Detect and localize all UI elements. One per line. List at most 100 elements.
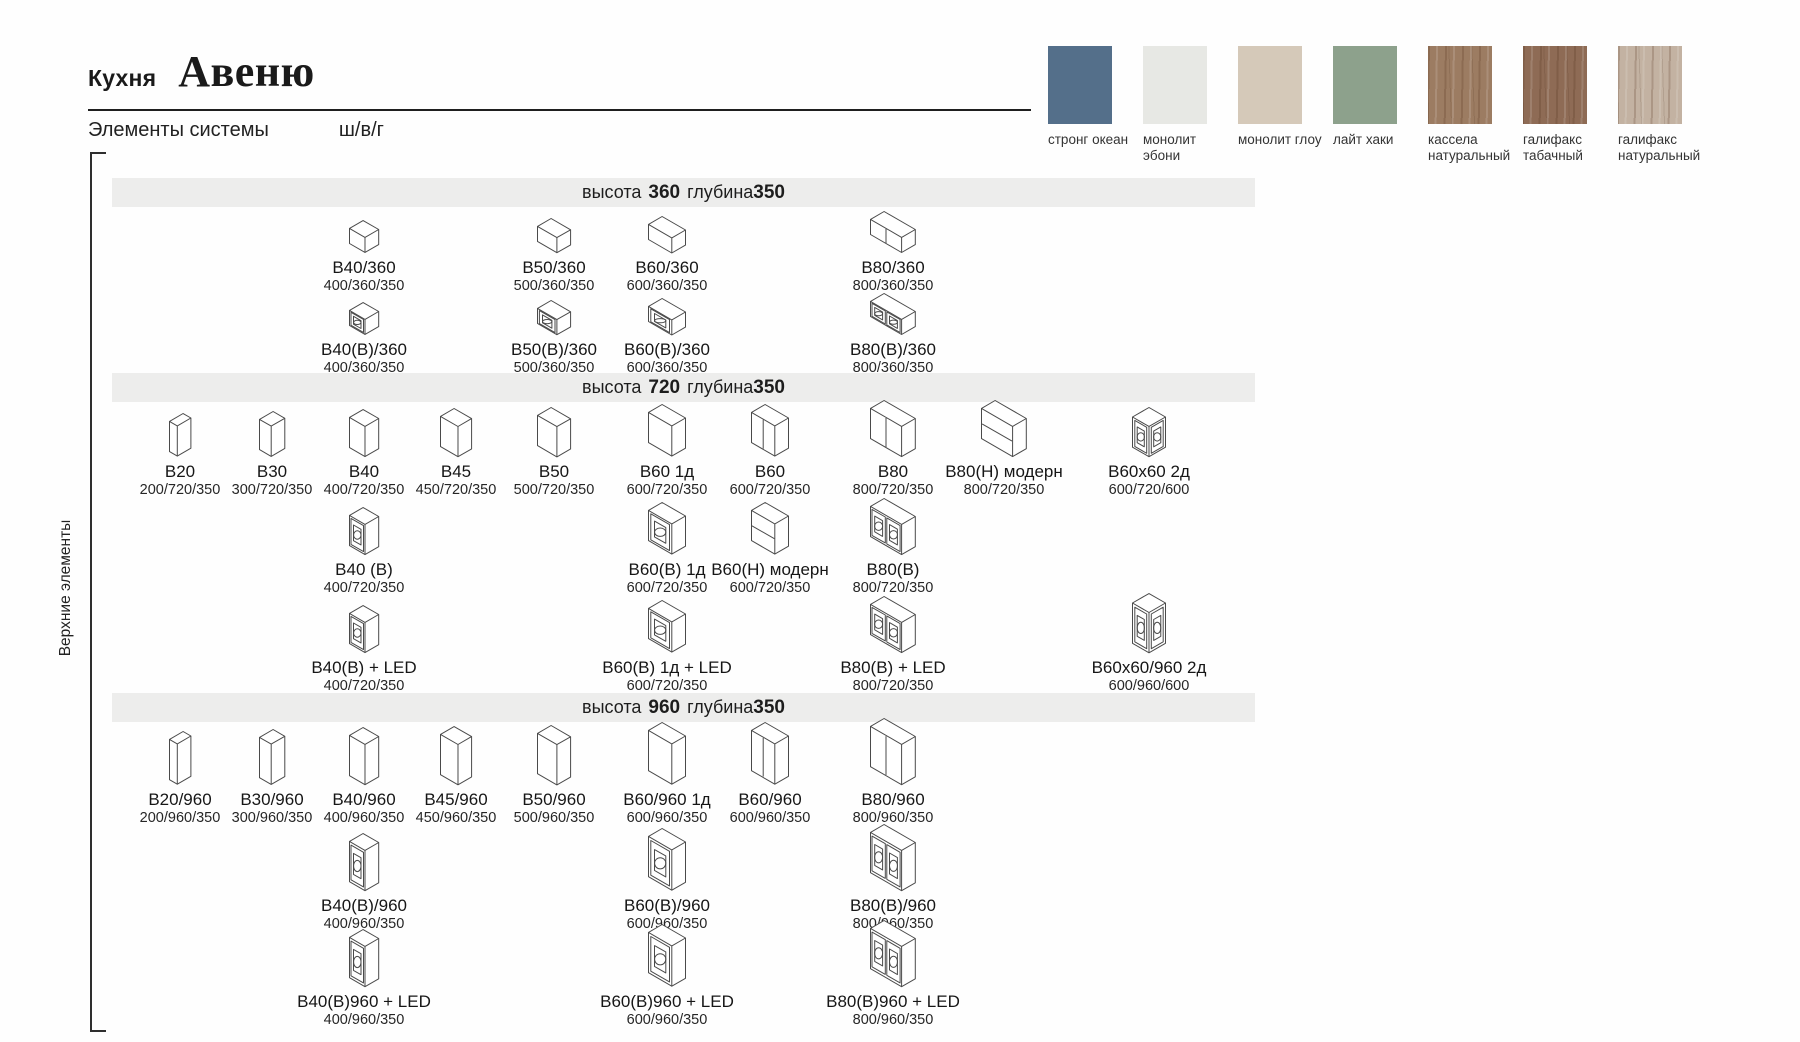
item-label: В80 xyxy=(877,462,909,481)
cabinet-isometric-icon xyxy=(197,402,347,458)
item-label: В40/360 xyxy=(332,258,396,277)
catalog-item: В80(Н) модерн 800/720/350 xyxy=(929,399,1079,499)
cabinet-isometric-icon xyxy=(197,724,347,786)
catalog-item: В50 500/720/350 xyxy=(479,402,629,499)
item-dims: 600/960/350 xyxy=(626,1012,708,1028)
item-label: В45 xyxy=(440,462,472,481)
cabinet-isometric-icon xyxy=(105,402,255,458)
item-dims: 400/720/350 xyxy=(323,482,405,498)
item-label: В80(В) xyxy=(866,560,920,579)
item-dims: 600/360/350 xyxy=(626,360,708,376)
cabinet-isometric-icon xyxy=(1074,402,1224,458)
item-dims: 600/960/350 xyxy=(729,810,811,826)
section-header-text: глубина350 xyxy=(687,696,785,718)
cabinet-isometric-icon xyxy=(818,208,968,254)
side-bracket xyxy=(90,152,106,1032)
catalog-item: В80/960 800/960/350 xyxy=(818,717,968,827)
catalog-item: В50(В)/360 500/360/350 xyxy=(479,290,629,377)
item-dims: 600/960/600 xyxy=(1108,678,1190,694)
item-label: В40(В) + LED xyxy=(311,658,417,677)
item-label: В60 1д xyxy=(639,462,695,481)
catalog-item: В60/360 600/360/350 xyxy=(592,208,742,295)
item-label: В50 xyxy=(538,462,570,481)
item-dims: 400/960/350 xyxy=(323,916,405,932)
cabinet-isometric-icon xyxy=(818,399,968,458)
catalog-item: В60(Н) модерн 600/720/350 xyxy=(695,500,845,597)
section-depth-value: 350 xyxy=(753,376,785,398)
cabinet-isometric-icon xyxy=(818,717,968,786)
item-label: В60(В)/360 xyxy=(624,340,710,359)
item-dims: 300/960/350 xyxy=(231,810,313,826)
cabinet-isometric-icon xyxy=(592,290,742,336)
cabinet-isometric-icon xyxy=(818,595,968,654)
item-dims: 600/720/350 xyxy=(729,482,811,498)
catalog-item: В40/360 400/360/350 xyxy=(289,208,439,295)
cabinet-isometric-icon xyxy=(592,402,742,458)
section-height-value: 720 xyxy=(648,376,681,398)
item-label: В40 xyxy=(348,462,380,481)
finish-swatch-label: монолит эбони xyxy=(1143,132,1197,163)
catalog-item: В80(В) 800/720/350 xyxy=(818,497,968,597)
catalog-item: В80/360 800/360/350 xyxy=(818,208,968,295)
item-dims: 600/360/350 xyxy=(626,278,708,294)
item-label: В60х60/960 2д xyxy=(1091,658,1207,677)
cabinet-isometric-icon xyxy=(381,402,531,458)
finish-swatch-color xyxy=(1238,46,1302,124)
finish-swatch-color xyxy=(1143,46,1207,124)
item-label: В40(В)960 + LED xyxy=(297,992,431,1011)
item-dims: 600/720/350 xyxy=(626,678,708,694)
item-label: В60(Н) модерн xyxy=(711,560,829,579)
item-label: В80(В)960 + LED xyxy=(826,992,960,1011)
item-dims: 400/360/350 xyxy=(323,278,405,294)
catalog-item: В60х60 2д 600/720/600 xyxy=(1074,402,1224,499)
item-label: В20 xyxy=(164,462,196,481)
finish-swatch-color xyxy=(1333,46,1397,124)
item-dims: 800/960/350 xyxy=(852,810,934,826)
finish-swatch-color xyxy=(1618,46,1682,124)
catalog-item: В60(В)/360 600/360/350 xyxy=(592,290,742,377)
page-title: Авеню xyxy=(178,47,315,96)
item-dims: 800/360/350 xyxy=(852,278,934,294)
item-label: В80/360 xyxy=(861,258,925,277)
section-depth-value: 350 xyxy=(753,181,785,203)
catalog-item: В45 450/720/350 xyxy=(381,402,531,499)
catalog-item: В60(В)/960 600/960/350 xyxy=(592,828,742,933)
catalog-item: В20 200/720/350 xyxy=(105,402,255,499)
cabinet-isometric-icon xyxy=(289,500,439,556)
cabinet-isometric-icon xyxy=(289,830,439,892)
catalog-item: В50/960 500/960/350 xyxy=(479,724,629,827)
item-label: В60/960 1д xyxy=(623,790,711,809)
catalog-item: В60х60/960 2д 600/960/600 xyxy=(1074,592,1224,695)
cabinet-isometric-icon xyxy=(1074,592,1224,654)
item-dims: 600/720/350 xyxy=(626,482,708,498)
section-header-text: высота xyxy=(582,377,642,397)
finish-swatch-color xyxy=(1048,46,1112,124)
item-dims: 450/960/350 xyxy=(415,810,497,826)
item-label: В50/360 xyxy=(522,258,586,277)
cabinet-isometric-icon xyxy=(818,290,968,336)
item-dims: 800/720/350 xyxy=(852,678,934,694)
item-dims: 800/960/350 xyxy=(852,1012,934,1028)
item-label: В40/960 xyxy=(332,790,396,809)
item-label: В60(В)/960 xyxy=(624,896,710,915)
catalog-item: В20/960 200/960/350 xyxy=(105,724,255,827)
catalog-item: В45/960 450/960/350 xyxy=(381,724,531,827)
item-label: В20/960 xyxy=(148,790,212,809)
section-height-value: 960 xyxy=(648,696,681,718)
item-label: В30 xyxy=(256,462,288,481)
cabinet-isometric-icon xyxy=(818,919,968,988)
header-divider xyxy=(88,109,1031,111)
cabinet-isometric-icon xyxy=(105,724,255,786)
side-label: Верхние элементы xyxy=(57,519,74,657)
cabinet-isometric-icon xyxy=(289,402,439,458)
item-label: В40(В)/360 xyxy=(321,340,407,359)
item-label: В60(В) 1д + LED xyxy=(602,658,732,677)
item-dims: 500/360/350 xyxy=(513,278,595,294)
section-header-text: высота xyxy=(582,697,642,717)
section-header-text: высота xyxy=(582,182,642,202)
item-label: В60(В)960 + LED xyxy=(600,992,734,1011)
item-dims: 200/720/350 xyxy=(139,482,221,498)
section-header-bar: высота 960 глубина350 xyxy=(112,693,1255,722)
cabinet-isometric-icon xyxy=(592,596,742,654)
